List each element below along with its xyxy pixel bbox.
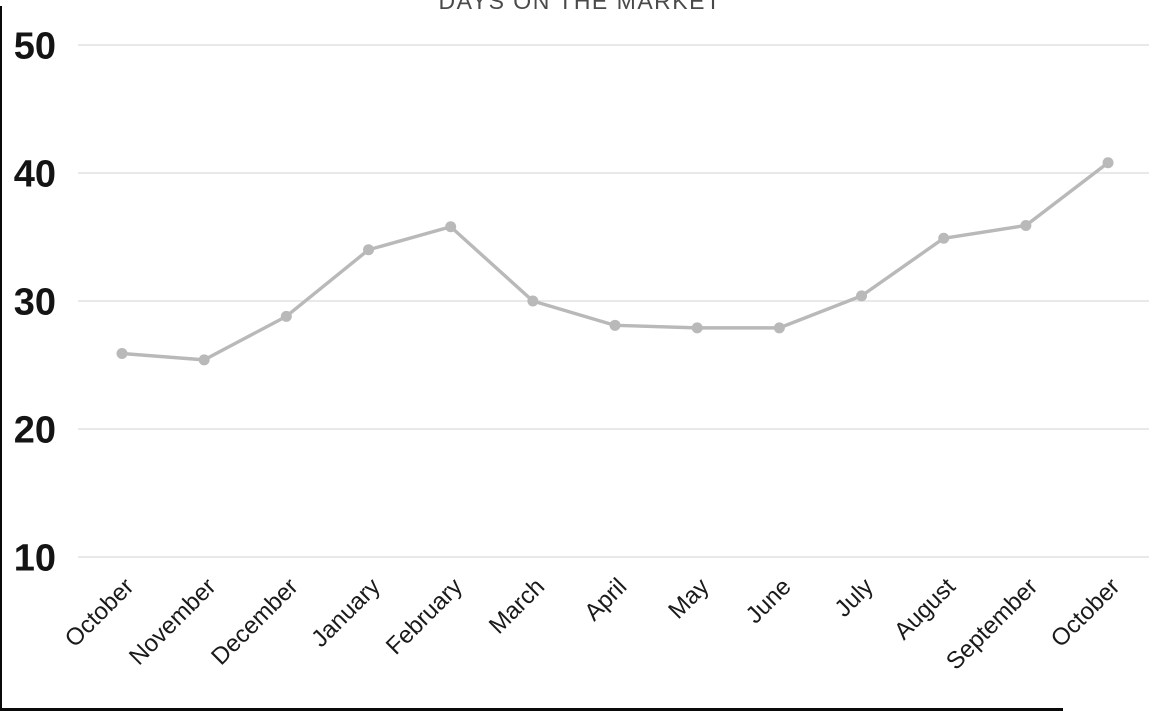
data-point-marker xyxy=(1020,219,1032,231)
y-axis-tick-label: 20 xyxy=(14,410,56,452)
x-axis-tick-label: February xyxy=(381,573,468,660)
data-point-marker xyxy=(198,354,210,366)
data-point-marker xyxy=(1102,157,1114,169)
data-point-marker xyxy=(116,347,128,359)
x-axis-tick-label: March xyxy=(484,573,550,639)
data-point-marker xyxy=(609,319,621,331)
chart-title: DAYS ON THE MARKET xyxy=(438,0,721,14)
x-axis-tick-label: January xyxy=(306,573,385,652)
x-axis-tick-label: June xyxy=(741,573,797,629)
frame-bottom-border xyxy=(0,708,1063,711)
data-point-marker xyxy=(363,244,375,256)
data-point-marker xyxy=(691,322,703,334)
y-axis-tick-label: 30 xyxy=(14,282,56,324)
y-axis-tick-label: 40 xyxy=(14,154,56,196)
x-axis-tick-label: October xyxy=(60,573,139,652)
y-axis-tick-label: 50 xyxy=(14,26,56,68)
data-point-marker xyxy=(280,310,292,322)
data-point-marker xyxy=(938,232,950,244)
data-point-marker xyxy=(445,221,457,233)
x-axis-tick-label: August xyxy=(889,573,961,645)
x-axis-tick-label: November xyxy=(124,573,221,670)
data-point-marker xyxy=(773,322,785,334)
y-axis-tick-label: 10 xyxy=(14,538,56,580)
x-axis-tick-label: July xyxy=(829,573,878,622)
frame-left-border xyxy=(0,6,2,711)
x-axis-tick-label: October xyxy=(1046,573,1125,652)
data-point-marker xyxy=(856,290,868,302)
x-axis-tick-label: December xyxy=(206,573,303,670)
data-point-marker xyxy=(527,295,539,307)
x-axis-tick-label: April xyxy=(579,573,632,626)
x-axis-tick-label: May xyxy=(663,573,714,624)
